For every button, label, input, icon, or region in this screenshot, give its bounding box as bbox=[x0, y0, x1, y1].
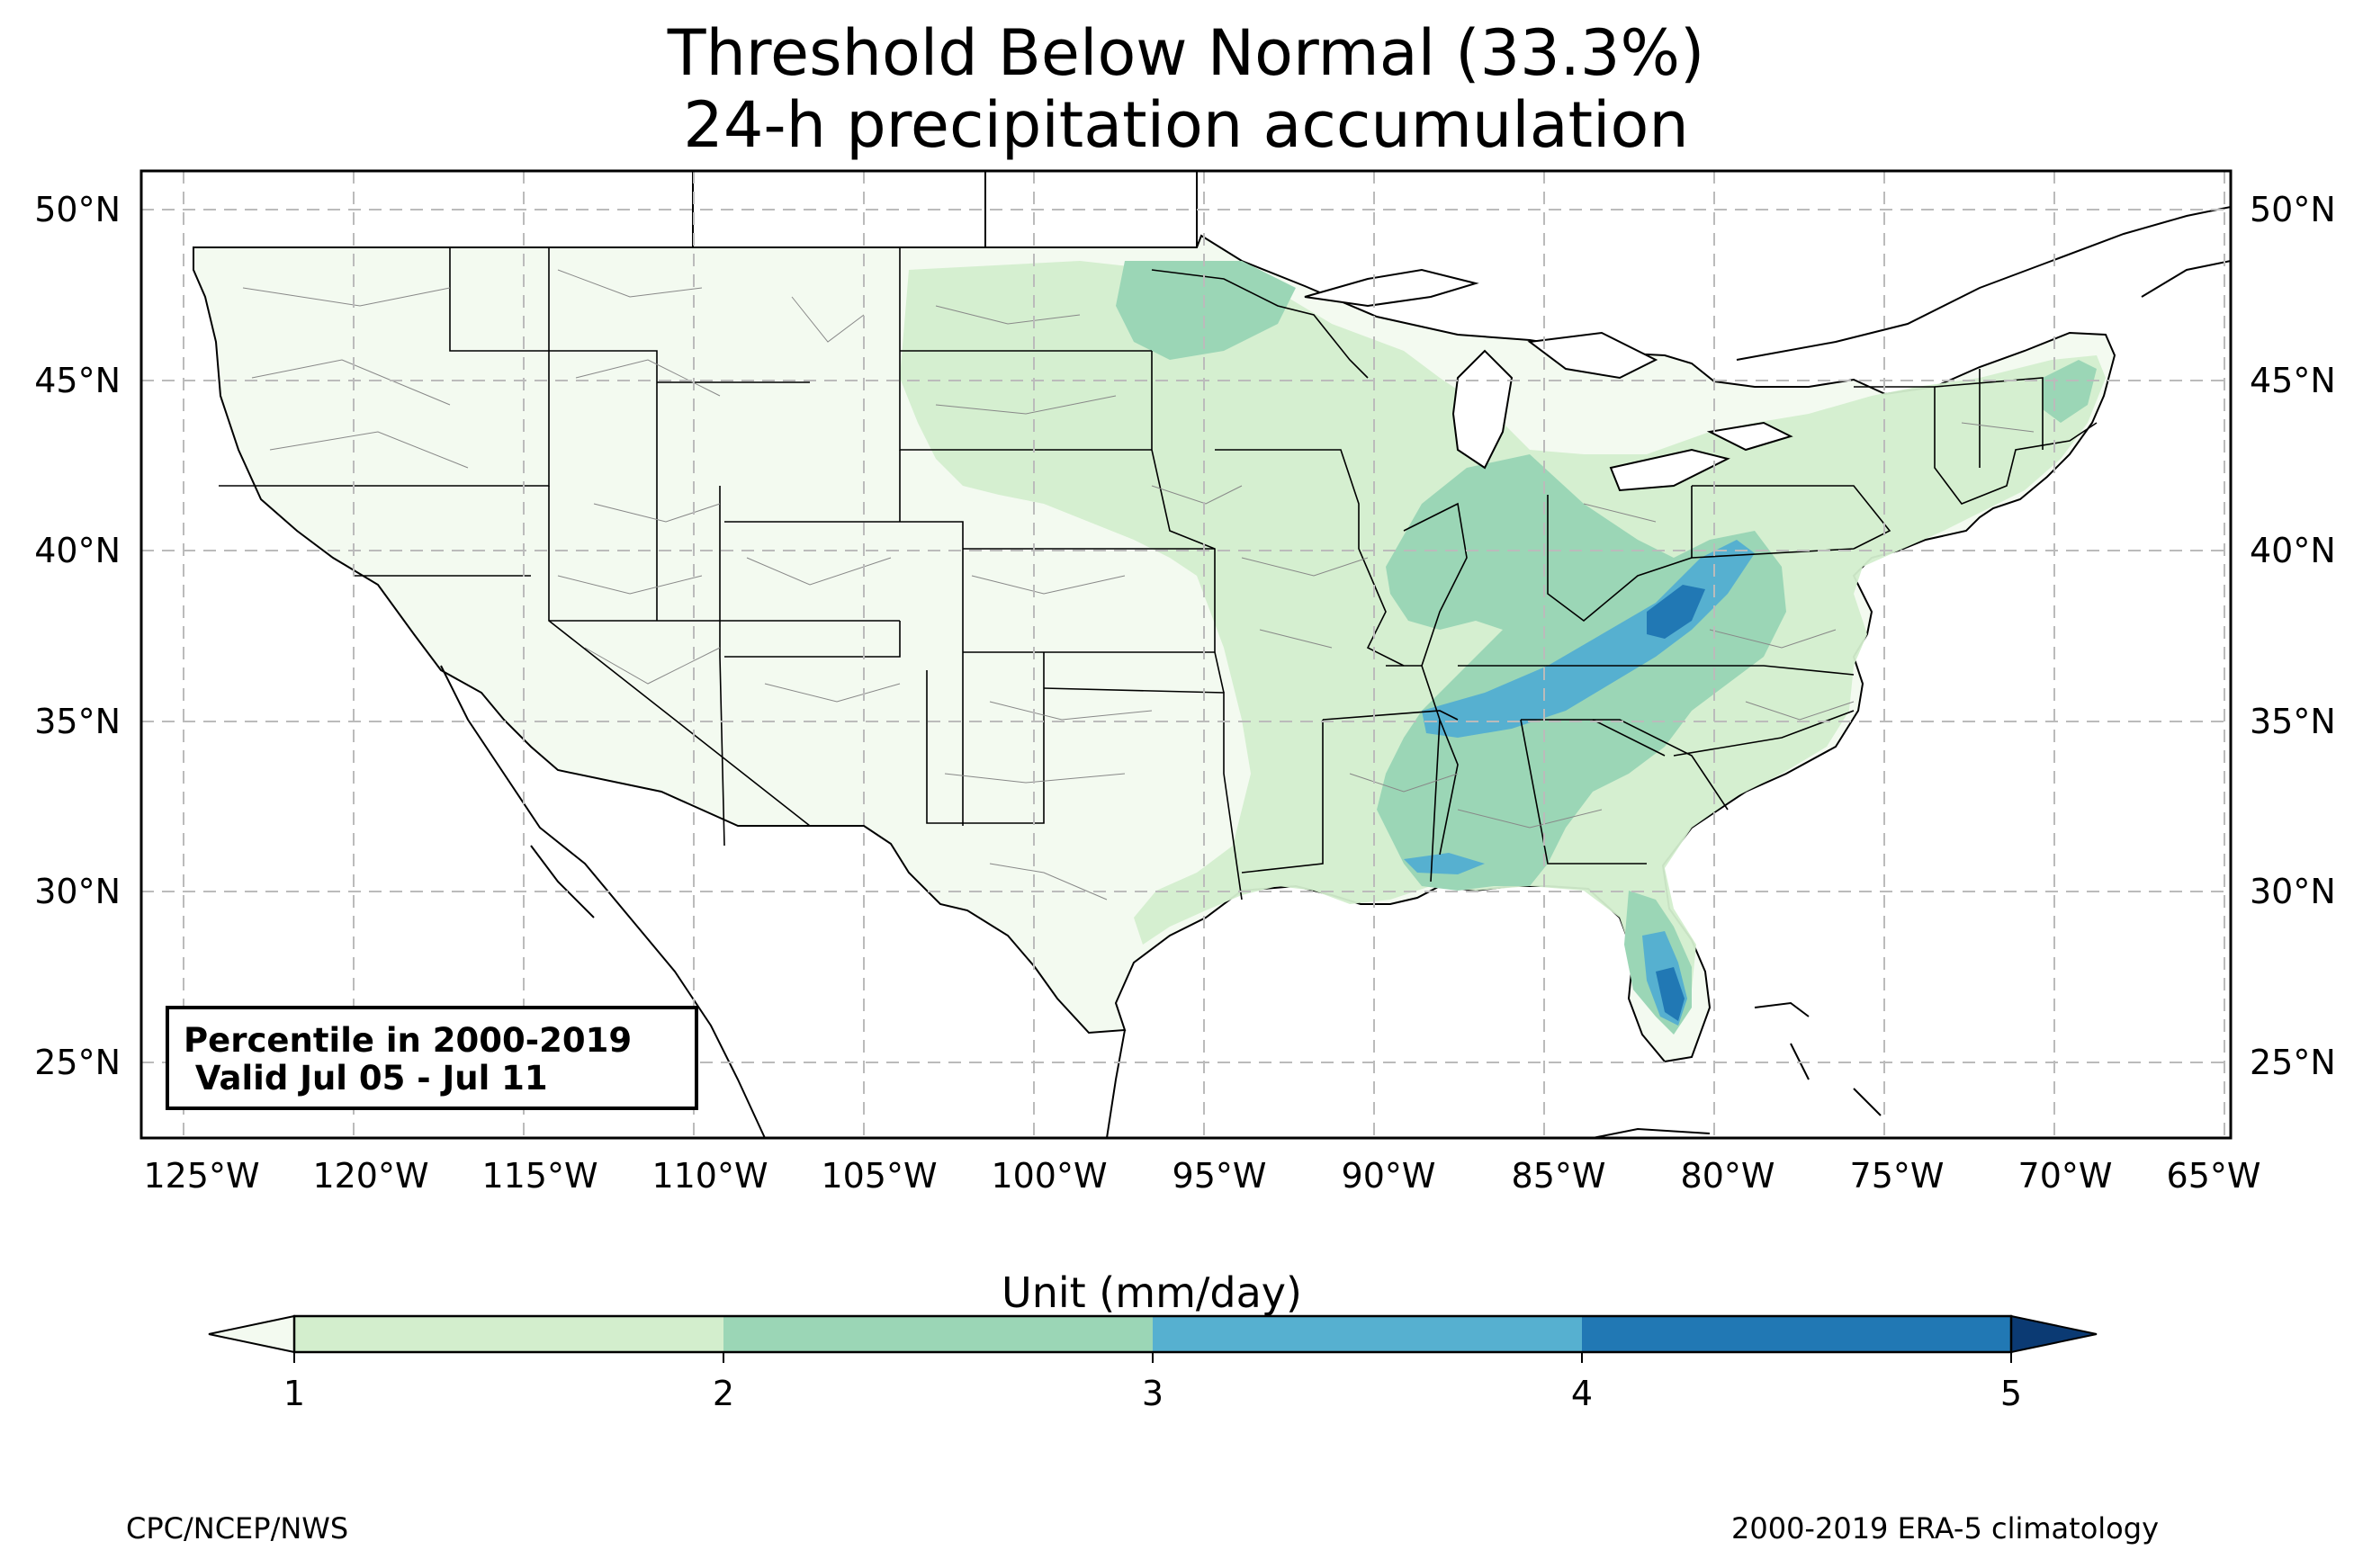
precip-4-5-appalachia bbox=[1647, 585, 1705, 639]
lon-tick-label: 85°W bbox=[1512, 1156, 1606, 1196]
lon-tick-label: 75°W bbox=[1850, 1156, 1945, 1196]
info-box-line2: Valid Jul 05 - Jul 11 bbox=[184, 1059, 548, 1098]
colorbar-extend-low bbox=[208, 1314, 295, 1354]
lon-tick-label: 65°W bbox=[2167, 1156, 2261, 1196]
lon-tick-labels: 125°W 120°W 115°W 110°W 105°W 100°W 95°W… bbox=[143, 1156, 2260, 1196]
county-boundaries bbox=[242, 269, 2035, 900]
precip-3-4-gulf bbox=[1404, 853, 1485, 874]
footer-credit: CPC/NCEP/NWS bbox=[126, 1511, 349, 1546]
lon-tick-label: 70°W bbox=[2018, 1156, 2113, 1196]
chart-title-line2: 24-h precipitation accumulation bbox=[683, 88, 1689, 162]
lat-tick-label: 35°N bbox=[34, 702, 121, 741]
northeast-coast bbox=[1736, 206, 2231, 361]
colorbar-tick-label: 4 bbox=[1571, 1374, 1593, 1413]
colorbar-segment-4-5 bbox=[1582, 1316, 2011, 1352]
colorbar-tick-label: 3 bbox=[1142, 1374, 1164, 1413]
lat-tick-label: 40°N bbox=[2250, 531, 2336, 570]
lat-tick-label: 50°N bbox=[34, 190, 121, 229]
map-content bbox=[141, 171, 2231, 1138]
gridlines bbox=[141, 171, 2231, 1138]
lon-tick-label: 90°W bbox=[1342, 1156, 1436, 1196]
lat-tick-label: 40°N bbox=[34, 531, 121, 570]
precip-2-3-upper-midwest bbox=[1116, 261, 1296, 360]
lat-tick-label: 45°N bbox=[34, 361, 121, 400]
precip-3-4-appalachia bbox=[1422, 540, 1755, 738]
precip-2-3-northeast bbox=[2043, 360, 2097, 423]
footer-climatology: 2000-2019 ERA-5 climatology bbox=[1730, 1511, 2159, 1546]
lat-tick-labels-left: 50°N 45°N 40°N 35°N 30°N 25°N bbox=[34, 190, 121, 1082]
lat-tick-label: 45°N bbox=[2250, 361, 2336, 400]
colorbar-unit-label: Unit (mm/day) bbox=[1002, 1268, 1302, 1317]
lat-tick-label: 35°N bbox=[2250, 702, 2336, 741]
lon-tick-label: 95°W bbox=[1173, 1156, 1267, 1196]
lat-tick-label: 25°N bbox=[2250, 1043, 2336, 1082]
lat-tick-label: 30°N bbox=[2250, 872, 2336, 911]
colorbar-extend-high bbox=[2010, 1314, 2098, 1354]
colorbar-tick-label: 1 bbox=[283, 1374, 305, 1413]
lat-tick-label: 25°N bbox=[34, 1043, 121, 1082]
great-lakes bbox=[1304, 268, 1793, 492]
lon-tick-label: 120°W bbox=[312, 1156, 428, 1196]
lon-tick-label: 80°W bbox=[1681, 1156, 1775, 1196]
colorbar-segment-1-2 bbox=[294, 1316, 723, 1352]
lon-tick-label: 115°W bbox=[481, 1156, 597, 1196]
lon-tick-label: 100°W bbox=[991, 1156, 1107, 1196]
lon-tick-label: 105°W bbox=[821, 1156, 937, 1196]
map-frame bbox=[139, 169, 2233, 1140]
lon-tick-label: 125°W bbox=[143, 1156, 259, 1196]
lon-tick-label: 110°W bbox=[651, 1156, 768, 1196]
colorbar-tick-label: 2 bbox=[713, 1374, 734, 1413]
colorbar-segment-2-3 bbox=[723, 1316, 1153, 1352]
state-boundaries bbox=[219, 247, 2098, 900]
colorbar-segment-3-4 bbox=[1153, 1316, 1582, 1352]
lat-tick-labels-right: 50°N 45°N 40°N 35°N 30°N 25°N bbox=[2250, 190, 2336, 1082]
info-box: Percentile in 2000-2019 Valid Jul 05 - J… bbox=[166, 1006, 698, 1110]
colorbar-tick-label: 5 bbox=[2000, 1374, 2022, 1413]
colorbar: 1 2 3 4 5 bbox=[208, 1314, 2098, 1413]
lat-tick-label: 50°N bbox=[2250, 190, 2336, 229]
lat-tick-label: 30°N bbox=[34, 872, 121, 911]
chart-title-line1: Threshold Below Normal (33.3%) bbox=[667, 16, 1705, 90]
info-box-line1: Percentile in 2000-2019 bbox=[184, 1021, 633, 1060]
precip-4-5-florida bbox=[1656, 967, 1685, 1021]
